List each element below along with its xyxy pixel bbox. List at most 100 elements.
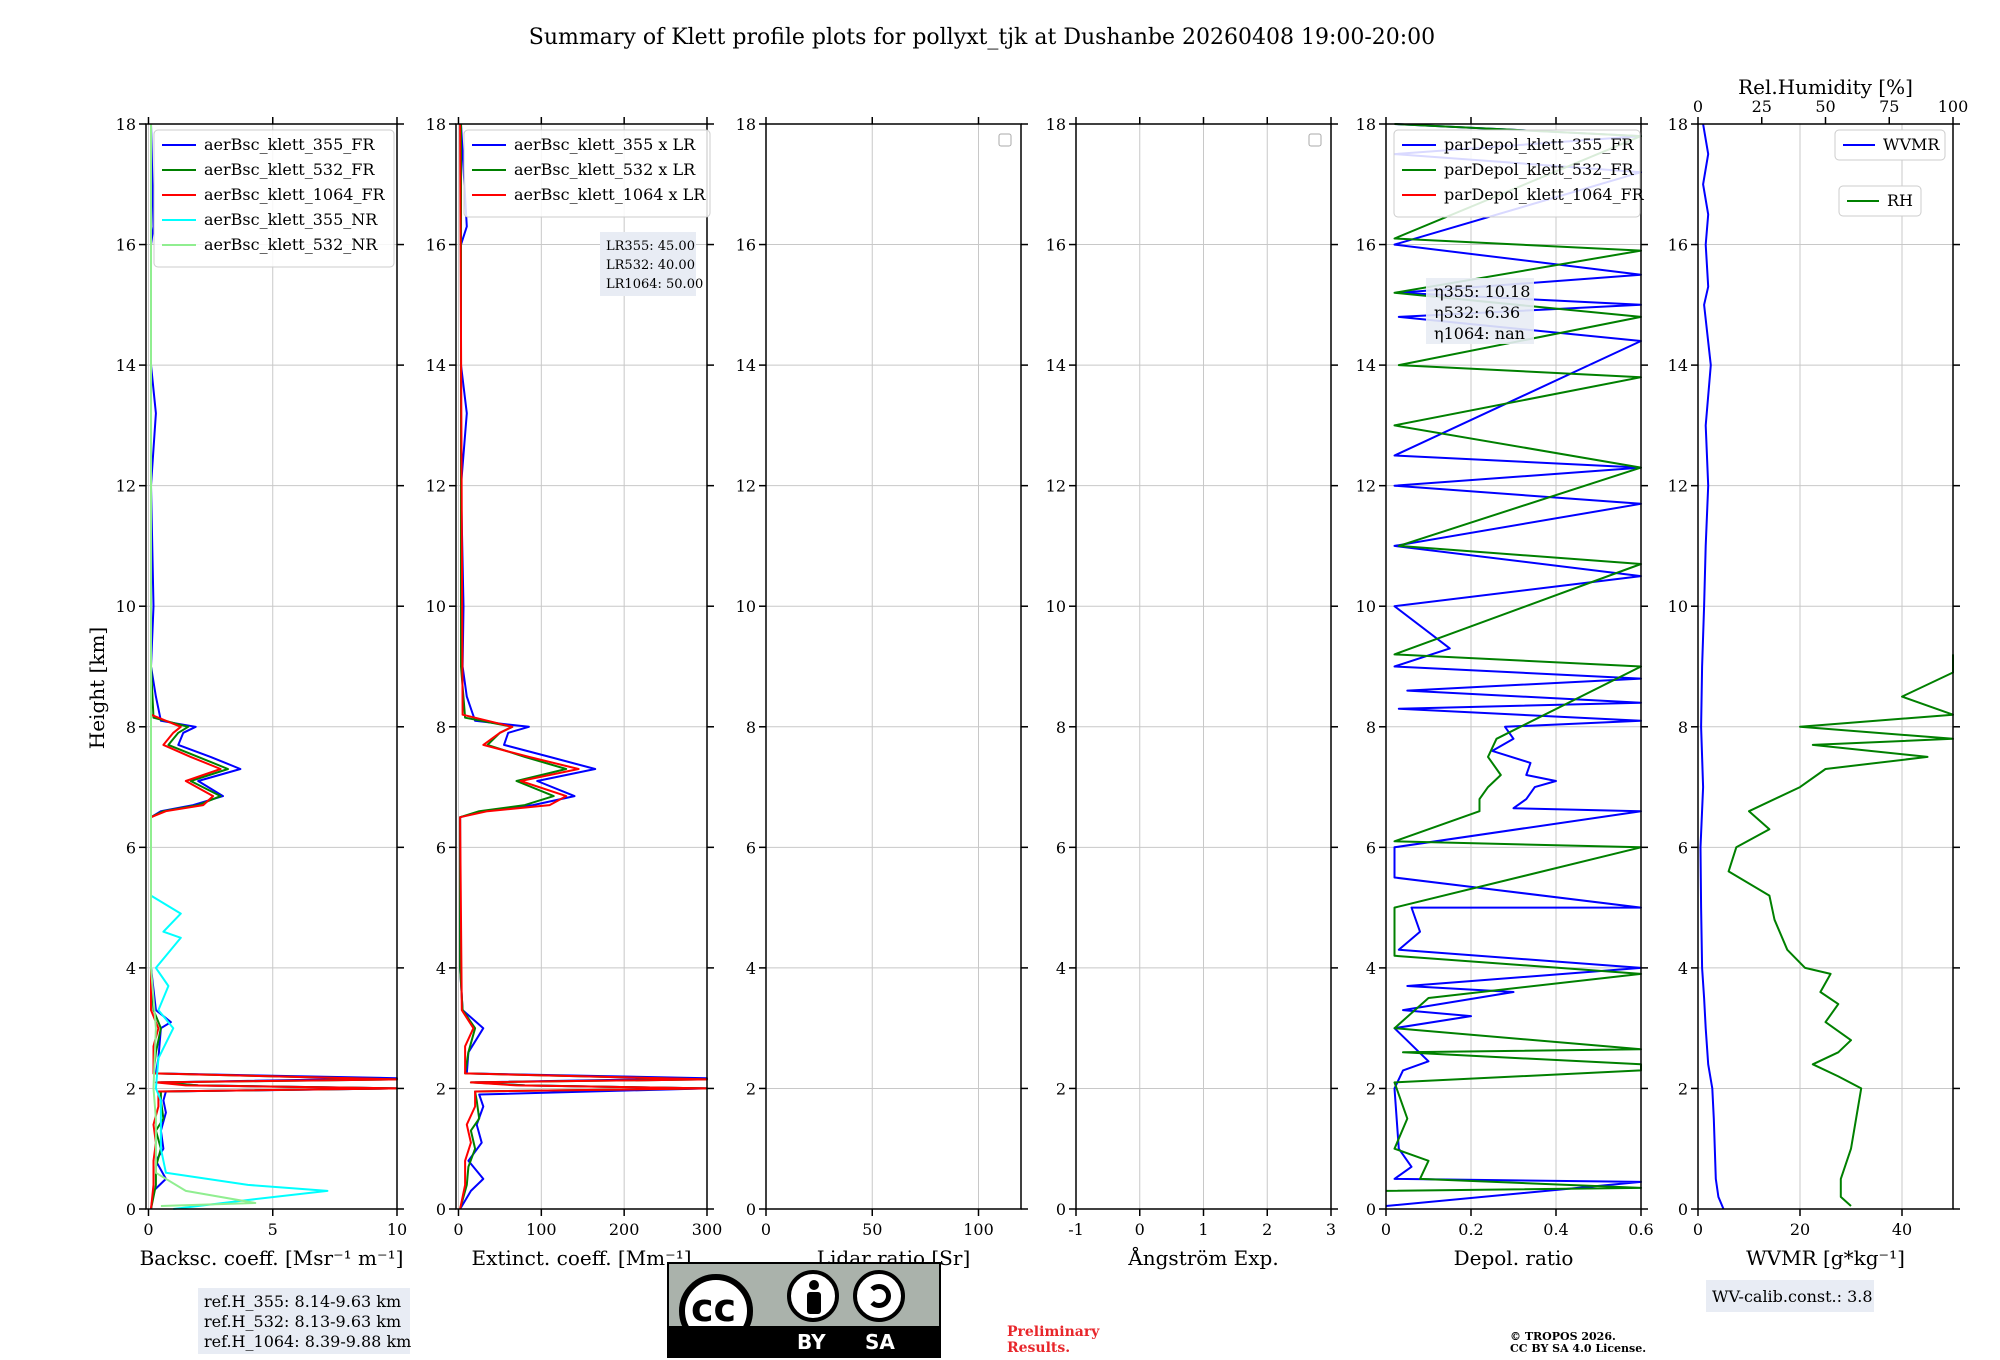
preliminary-text: Results. — [1007, 1340, 1070, 1356]
cc-by-label: BY — [797, 1330, 826, 1354]
y-tick-label: 6 — [1678, 838, 1688, 857]
x-tick-label: 0 — [761, 1220, 771, 1239]
y-tick-label: 4 — [1366, 959, 1376, 978]
y-tick-label: 18 — [116, 115, 136, 134]
y-tick-label: 0 — [436, 1200, 446, 1219]
cc-license-badge[interactable]: cc BY SA — [667, 1262, 941, 1358]
y-tick-label: 4 — [1678, 959, 1688, 978]
legend-entry: aerBsc_klett_532_NR — [204, 235, 378, 254]
legend-entry: RH — [1887, 191, 1913, 210]
series-line-parDepol_klett_355_FR — [1385, 123, 1642, 1207]
legend-box — [153, 129, 395, 268]
top-x-tick-label: 75 — [1879, 97, 1899, 116]
reference-height-text: ref.H_1064: 8.39-9.88 km — [204, 1332, 411, 1351]
y-tick-label: 16 — [736, 236, 756, 255]
y-tick-label: 0 — [746, 1200, 756, 1219]
panel-depolarization: 0 2 4 6 8 10 12 14 16 18 0 0.2 0.4 0.6 Depol. ratio par… — [1356, 115, 1654, 1270]
y-tick-label: 12 — [736, 477, 756, 496]
y-tick-label: 10 — [1668, 597, 1688, 616]
eta-box — [1426, 278, 1534, 344]
y-tick-label: 2 — [1678, 1079, 1688, 1098]
y-tick-label: 2 — [1366, 1079, 1376, 1098]
series-line-aerBsc_klett_532 x LR — [459, 124, 708, 1210]
y-tick-label: 2 — [126, 1079, 136, 1098]
top-x-tick-label: 0 — [1693, 97, 1703, 116]
y-tick-label: 8 — [1366, 718, 1376, 737]
x-tick-label: 2 — [1262, 1220, 1272, 1239]
y-tick-label: 0 — [1678, 1200, 1688, 1219]
x-tick-label: 0.4 — [1543, 1220, 1568, 1239]
y-tick-label: 6 — [746, 838, 756, 857]
top-x-axis-label: Rel.Humidity [%] — [1738, 75, 1913, 99]
lidar-ratio-text: LR355: 45.00 — [606, 239, 695, 254]
axes-frame — [765, 123, 1022, 1210]
wv-calibration-box — [1706, 1280, 1874, 1312]
y-tick-label: 10 — [1046, 597, 1066, 616]
y-tick-label: 0 — [1056, 1200, 1066, 1219]
series-line-aerBsc_klett_355_NR — [150, 124, 329, 1210]
x-tick-label: 20 — [1790, 1220, 1810, 1239]
y-tick-label: 18 — [426, 115, 446, 134]
x-tick-label: 100 — [526, 1220, 557, 1239]
y-tick-label: 6 — [1056, 838, 1066, 857]
y-tick-label: 12 — [1356, 477, 1376, 496]
y-tick-label: 18 — [1356, 115, 1376, 134]
y-tick-label: 4 — [436, 959, 446, 978]
y-tick-label: 8 — [1056, 718, 1066, 737]
legend-entry: aerBsc_klett_1064 x LR — [514, 185, 706, 204]
y-tick-label: 4 — [126, 959, 136, 978]
x-tick-label: -1 — [1068, 1220, 1084, 1239]
series-line-RH — [1727, 654, 1954, 1207]
legend-entry: aerBsc_klett_355_FR — [204, 135, 375, 154]
empty-legend-box — [1308, 133, 1322, 147]
y-tick-label: 4 — [1056, 959, 1066, 978]
legend-box — [1393, 129, 1641, 218]
figure-title: Summary of Klett profile plots for polly… — [529, 25, 1435, 50]
y-tick-label: 14 — [1046, 356, 1066, 375]
x-axis-label: Backsc. coeff. [Msr⁻¹ m⁻¹] — [140, 1246, 404, 1270]
y-tick-label: 2 — [436, 1079, 446, 1098]
eta-text: η1064: nan — [1434, 324, 1525, 343]
empty-legend-box — [998, 133, 1012, 147]
legend-entry: aerBsc_klett_532 x LR — [514, 160, 696, 179]
y-tick-label: 16 — [426, 236, 446, 255]
series-line-aerBsc_klett_1064_FR — [150, 124, 398, 1210]
x-tick-label: 50 — [862, 1220, 882, 1239]
cc-sa-label: SA — [865, 1330, 895, 1354]
reference-height-text: ref.H_532: 8.13-9.63 km — [204, 1312, 401, 1331]
x-tick-label: 1 — [1198, 1220, 1208, 1239]
x-axis-label: WVMR [g*kg⁻¹] — [1746, 1246, 1905, 1270]
lidar-ratio-box — [600, 232, 696, 296]
y-tick-label: 8 — [1678, 718, 1688, 737]
x-tick-label: 3 — [1326, 1220, 1336, 1239]
legend-entry: WVMR — [1883, 135, 1940, 154]
y-tick-label: 10 — [426, 597, 446, 616]
y-tick-label: 12 — [426, 477, 446, 496]
legend-entry: aerBsc_klett_355_NR — [204, 210, 378, 229]
legend-entry: aerBsc_klett_355 x LR — [514, 135, 696, 154]
y-tick-label: 16 — [116, 236, 136, 255]
y-tick-label: 14 — [116, 356, 136, 375]
x-axis-label: Ångström Exp. — [1127, 1245, 1278, 1270]
y-tick-label: 6 — [1366, 838, 1376, 857]
legend-entry: parDepol_klett_532_FR — [1444, 160, 1635, 179]
series-line-aerBsc_klett_355_FR — [150, 123, 398, 1210]
axes-frame — [455, 123, 708, 1210]
y-tick-label: 10 — [116, 597, 136, 616]
y-tick-label: 6 — [436, 838, 446, 857]
y-tick-label: 16 — [1668, 236, 1688, 255]
preliminary-text: Preliminary — [1007, 1324, 1100, 1340]
x-tick-label: 0.2 — [1458, 1220, 1483, 1239]
y-tick-label: 0 — [126, 1200, 136, 1219]
y-tick-label: 4 — [746, 959, 756, 978]
series-line-aerBsc_klett_532_NR — [150, 124, 257, 1207]
y-tick-label: 14 — [1356, 356, 1376, 375]
lidar-ratio-text: LR532: 40.00 — [606, 258, 695, 273]
y-tick-label: 2 — [746, 1079, 756, 1098]
x-tick-label: 40 — [1892, 1220, 1912, 1239]
y-axis-label: Height [km] — [85, 627, 109, 749]
reference-height-text: ref.H_355: 8.14-9.63 km — [204, 1292, 401, 1311]
